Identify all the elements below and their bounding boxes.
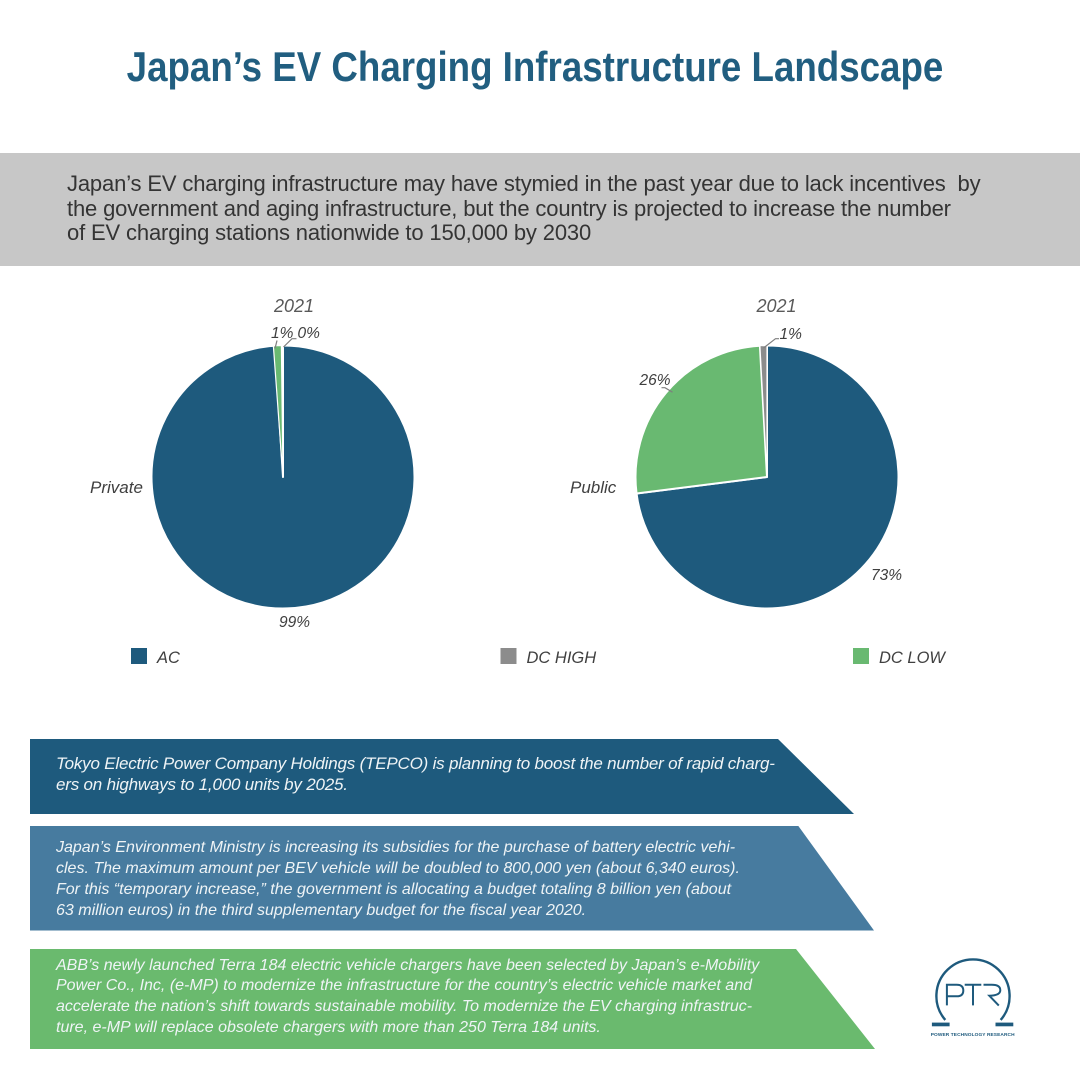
svg-text:POWER TECHNOLOGY RESEARCH: POWER TECHNOLOGY RESEARCH <box>931 1032 1015 1038</box>
